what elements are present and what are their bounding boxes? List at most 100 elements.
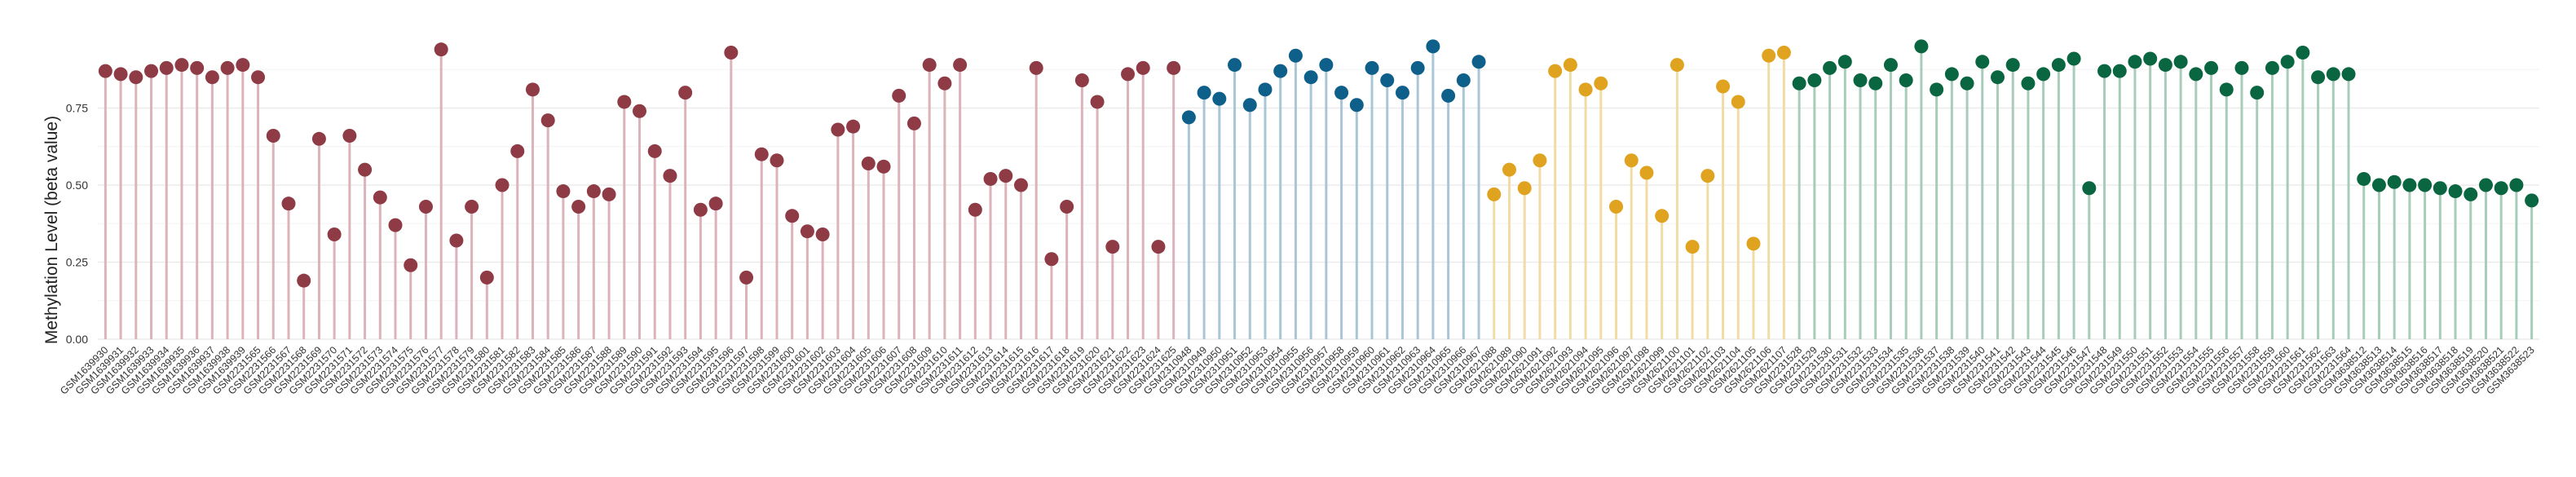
lollipop-point [1990, 70, 2005, 85]
lollipop-point [1212, 91, 1227, 106]
lollipop-point [800, 224, 814, 239]
lollipop-point [1456, 73, 1471, 87]
lollipop-point [2311, 70, 2326, 85]
lollipop-point [1288, 48, 1303, 63]
lollipop-point [1914, 39, 1929, 54]
lollipop-point [1837, 55, 1852, 69]
lollipop-point [510, 144, 525, 158]
lollipop-point [1365, 60, 1379, 75]
lollipop-point [2296, 45, 2310, 60]
lollipop-point [633, 104, 647, 118]
lollipop-point [1930, 82, 1944, 97]
lollipop-point [297, 273, 311, 288]
lollipop-point [449, 233, 464, 248]
lollipop-stems [104, 46, 2534, 339]
lollipop-point [1426, 39, 1440, 54]
lollipop-point [2433, 181, 2447, 196]
lollipop-point [1655, 209, 1670, 223]
lollipop-point [2280, 55, 2295, 69]
x-axis-tick-labels: GSM1639930GSM1639931GSM1639932GSM1639933… [58, 344, 2537, 396]
lollipop-point [1319, 58, 1334, 73]
lollipop-point [1944, 67, 1959, 82]
lollipop-point [1273, 64, 1288, 78]
lollipop-point [1776, 45, 1791, 60]
lollipop-point [1578, 82, 1593, 97]
lollipop-point [815, 227, 830, 241]
lollipop-point [1029, 60, 1043, 75]
lollipop-point [906, 116, 921, 130]
lollipop-point [1151, 240, 1166, 254]
lollipop-point [266, 129, 280, 144]
lollipop-point [2341, 67, 2356, 82]
lollipop-point [2265, 60, 2279, 75]
y-tick-label: 0.25 [66, 256, 88, 269]
lollipop-point [1762, 48, 1776, 63]
lollipop-point [434, 42, 448, 57]
lollipop-point [983, 171, 998, 186]
lollipop-point [1013, 178, 1028, 192]
lollipop-point [418, 199, 433, 214]
lollipop-point [358, 162, 373, 177]
lollipop-point [1136, 60, 1150, 75]
lollipop-point [1624, 153, 1639, 168]
lollipop-point [1807, 73, 1822, 87]
lollipop-point [311, 131, 326, 146]
lollipop-point [617, 95, 632, 109]
lollipop-point [1883, 58, 1898, 73]
lollipop-point [540, 113, 555, 128]
lollipop-point [373, 190, 387, 205]
lollipop-point [2173, 55, 2188, 69]
lollipop-point [327, 227, 342, 241]
lollipop-points [98, 39, 2539, 288]
lollipop-point [2082, 181, 2097, 196]
lollipop-point [98, 64, 112, 78]
lollipop-point [1533, 153, 1547, 168]
lollipop-point [1975, 55, 1990, 69]
lollipop-point [1303, 70, 1318, 85]
lollipop-point [1349, 98, 1364, 113]
lollipop-point [1685, 240, 1700, 254]
y-tick-label: 0.75 [66, 102, 88, 115]
lollipop-point [2189, 67, 2203, 82]
lollipop-point [1853, 73, 1868, 87]
lollipop-point [2250, 86, 2265, 100]
lollipop-point [770, 153, 784, 168]
lollipop-point [2204, 60, 2219, 75]
lollipop-point [937, 76, 952, 91]
lollipop-point [1823, 60, 1837, 75]
lollipop-point [1121, 67, 1136, 82]
lollipop-point [2326, 67, 2340, 82]
lollipop-point [1105, 240, 1120, 254]
lollipop-point [2158, 58, 2172, 73]
lollipop-point [1868, 76, 1883, 91]
lollipop-point [892, 88, 906, 103]
lollipop-point [1258, 82, 1273, 97]
lollipop-point [1380, 73, 1395, 87]
lollipop-point [1899, 73, 1913, 87]
lollipop-point [922, 58, 937, 73]
lollipop-point [1487, 187, 1502, 201]
lollipop-point [1197, 86, 1211, 100]
lollipop-point [388, 218, 403, 232]
lollipop-point [251, 70, 266, 85]
lollipop-point [1792, 76, 1806, 91]
lollipop-point [2112, 64, 2127, 78]
lollipop-point [1395, 86, 1409, 100]
lollipop-point [2051, 58, 2066, 73]
lollipop-point [586, 184, 601, 199]
lollipop-point [1074, 73, 1089, 87]
lollipop-point [205, 70, 219, 85]
lollipop-point [785, 209, 800, 223]
lollipop-point [2464, 187, 2478, 201]
lollipop-point [968, 202, 982, 217]
lollipop-point [1670, 58, 1684, 73]
lollipop-point [1700, 169, 1715, 183]
lollipop-point [220, 60, 235, 75]
lollipop-point [1441, 88, 1456, 103]
lollipop-point [2021, 76, 2036, 91]
lollipop-point [495, 178, 509, 192]
lollipop-point [724, 45, 739, 60]
lollipop-point [2387, 174, 2402, 189]
lollipop-point [556, 184, 571, 199]
